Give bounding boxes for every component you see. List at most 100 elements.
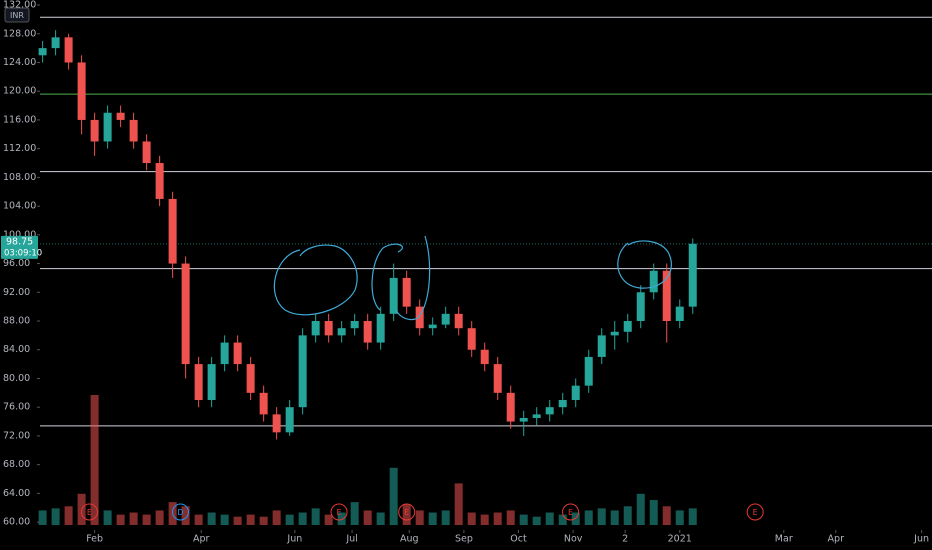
x-tick-label: Nov [564, 534, 583, 545]
currency-label: INR [10, 11, 24, 20]
candle-body [467, 328, 476, 350]
y-tick-label: 132.00 [3, 0, 36, 11]
y-tick-label: 84.00 [3, 344, 30, 355]
volume-bar [207, 512, 216, 525]
candle-body [324, 321, 333, 336]
event-label: E [404, 508, 409, 517]
price-tag-bg [1, 235, 38, 259]
volume-bar [662, 506, 671, 525]
x-tick-label: Oct [510, 534, 527, 545]
x-tick-label: Jun [286, 534, 302, 545]
volume-bar [649, 500, 658, 525]
volume-bar [272, 510, 281, 525]
x-tick-label: Jun [913, 534, 929, 545]
volume-bar [129, 512, 138, 525]
volume-bar [675, 510, 684, 525]
candle-layer [38, 30, 697, 440]
candle-body [480, 349, 489, 365]
volume-bar [259, 516, 268, 525]
x-tick-label: 2021 [668, 534, 692, 545]
x-tick-label: Apr [193, 534, 210, 545]
y-tick-label: 60.00 [3, 517, 30, 528]
candle-body [207, 364, 216, 401]
y-tick-label: 68.00 [3, 459, 30, 470]
candle-body [688, 243, 697, 307]
volume-bar [493, 512, 502, 525]
y-tick-label: 120.00 [3, 86, 36, 97]
y-tick-label: 96.00 [3, 258, 30, 269]
candle-body [246, 364, 255, 393]
candle-body [623, 321, 632, 332]
y-tick-label: 128.00 [3, 28, 36, 39]
candle-body [272, 414, 281, 433]
volume-bar [571, 512, 580, 525]
candle-body [402, 277, 411, 307]
volume-bar [519, 514, 528, 525]
candle-body [311, 321, 320, 336]
candle-body [610, 331, 619, 336]
x-tick-label: Jul [345, 534, 357, 545]
volume-bar [415, 510, 424, 525]
candle-body [558, 400, 567, 408]
event-marker [80, 503, 98, 521]
event-marker [562, 503, 580, 521]
candle-body [337, 328, 346, 336]
candle-body [493, 364, 502, 393]
candle-body [363, 321, 372, 343]
y-tick-label: 124.00 [3, 57, 36, 68]
event-marker [171, 503, 189, 521]
candle-body [155, 163, 164, 199]
y-tick-label: 104.00 [3, 201, 36, 212]
hand-ellipse [273, 244, 358, 316]
volume-bar [350, 502, 359, 525]
x-tick-label: Apr [828, 534, 845, 545]
volume-bar [428, 512, 437, 525]
volume-bar [545, 512, 554, 525]
candle-body [129, 119, 138, 142]
hand-ellipse [371, 235, 431, 321]
candle-body [532, 414, 541, 418]
candle-body [181, 263, 190, 365]
volume-bar [220, 514, 229, 525]
hand-ellipse [617, 240, 672, 289]
candle-body [103, 112, 112, 142]
volume-bar [623, 506, 632, 525]
candle-body [233, 342, 242, 365]
volume-bar [64, 506, 73, 525]
volume-bar [454, 483, 463, 525]
volume-bar [376, 512, 385, 525]
volume-bar [51, 508, 60, 525]
candle-body [142, 141, 151, 164]
volume-bar [636, 493, 645, 525]
x-tick-label: Aug [400, 534, 419, 545]
volume-bar [389, 467, 398, 525]
candle-body [194, 364, 203, 401]
candle-body [636, 292, 645, 322]
candle-body [350, 321, 359, 329]
candle-body [90, 119, 99, 142]
volume-bar [116, 514, 125, 525]
volume-bar [532, 516, 541, 525]
candle-body [389, 277, 398, 314]
candle-body [415, 306, 424, 329]
candle-body [64, 37, 73, 63]
y-tick-label: 88.00 [3, 316, 30, 327]
x-tick-label: Feb [86, 534, 103, 545]
y-tick-label: 76.00 [3, 402, 30, 413]
volume-bar [155, 510, 164, 525]
y-tick-label: 108.00 [3, 172, 36, 183]
volume-bar [38, 510, 47, 525]
volume-bar [233, 516, 242, 525]
y-tick-label: 72.00 [3, 430, 30, 441]
currency-box [4, 7, 30, 23]
candle-body [506, 392, 515, 422]
volume-layer [38, 395, 697, 525]
candle-body [428, 324, 437, 329]
event-label: E [337, 508, 342, 517]
volume-bar [506, 510, 515, 525]
candle-body [441, 313, 450, 325]
volume-bar [181, 506, 190, 525]
event-label: E [753, 508, 758, 517]
